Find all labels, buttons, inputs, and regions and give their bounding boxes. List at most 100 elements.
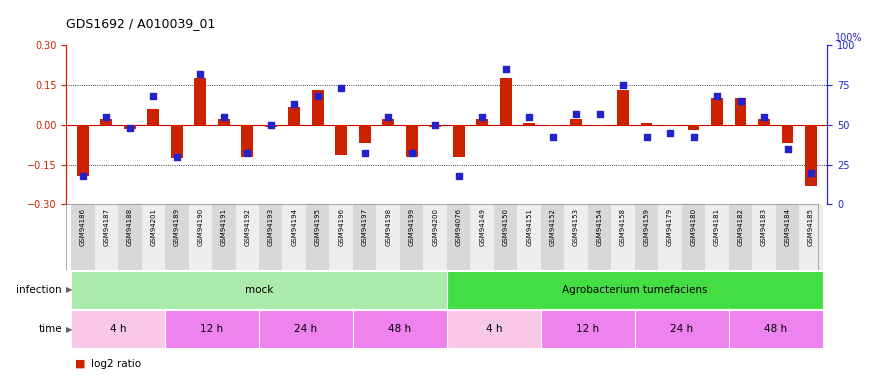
Bar xyxy=(799,204,823,270)
Bar xyxy=(218,119,229,125)
Text: GDS1692 / A010039_01: GDS1692 / A010039_01 xyxy=(66,17,216,30)
Point xyxy=(804,170,818,176)
Text: 4 h: 4 h xyxy=(486,324,502,334)
Text: 24 h: 24 h xyxy=(670,324,693,334)
Text: GSM94189: GSM94189 xyxy=(173,208,180,246)
Bar xyxy=(758,119,770,125)
Text: Agrobacterium tumefaciens: Agrobacterium tumefaciens xyxy=(562,285,708,295)
Text: ■: ■ xyxy=(75,359,86,369)
Point xyxy=(616,82,630,88)
Bar xyxy=(289,107,300,125)
Bar xyxy=(306,204,329,270)
Bar xyxy=(335,125,347,155)
Text: GSM94185: GSM94185 xyxy=(808,208,814,246)
Text: GSM94186: GSM94186 xyxy=(80,208,86,246)
Bar xyxy=(681,204,705,270)
Point xyxy=(498,66,512,72)
Point xyxy=(335,85,349,91)
Bar xyxy=(353,204,376,270)
Bar xyxy=(429,125,441,128)
Point xyxy=(264,122,278,128)
Point xyxy=(99,114,113,120)
Point xyxy=(451,173,466,179)
Text: GSM94201: GSM94201 xyxy=(150,208,157,246)
Bar xyxy=(635,204,658,270)
Point xyxy=(710,93,724,99)
Bar xyxy=(776,204,799,270)
Point xyxy=(146,93,160,99)
Bar xyxy=(71,310,165,348)
Bar xyxy=(471,204,494,270)
Point xyxy=(663,130,677,136)
Bar xyxy=(259,310,353,348)
Bar xyxy=(447,271,823,309)
Bar xyxy=(476,119,488,125)
Text: infection: infection xyxy=(16,285,62,295)
Bar xyxy=(447,310,541,348)
Text: 4 h: 4 h xyxy=(110,324,127,334)
Bar xyxy=(376,204,400,270)
Bar xyxy=(400,204,423,270)
Text: GSM94180: GSM94180 xyxy=(690,208,696,246)
Text: GSM94198: GSM94198 xyxy=(385,208,391,246)
Bar xyxy=(523,123,535,125)
Bar xyxy=(518,204,541,270)
Text: GSM94197: GSM94197 xyxy=(362,208,367,246)
Bar xyxy=(77,125,88,177)
Text: GSM94153: GSM94153 xyxy=(573,208,579,246)
Text: GSM94193: GSM94193 xyxy=(268,208,273,246)
Text: GSM94184: GSM94184 xyxy=(784,208,790,246)
Bar xyxy=(617,90,629,125)
Text: GSM94182: GSM94182 xyxy=(737,208,743,246)
Bar xyxy=(641,123,652,125)
Bar xyxy=(406,125,418,157)
Bar xyxy=(658,204,681,270)
Bar xyxy=(282,204,306,270)
Bar xyxy=(265,125,277,128)
Bar xyxy=(100,119,112,125)
Bar xyxy=(148,109,159,125)
Bar xyxy=(189,204,212,270)
Text: time: time xyxy=(38,324,62,334)
Point xyxy=(217,114,231,120)
Bar xyxy=(124,125,135,129)
Text: GSM94150: GSM94150 xyxy=(503,208,509,246)
Bar xyxy=(142,204,165,270)
Point xyxy=(545,135,559,141)
Bar xyxy=(95,204,118,270)
Bar xyxy=(358,125,371,143)
Bar xyxy=(165,310,259,348)
Bar xyxy=(71,271,447,309)
Text: mock: mock xyxy=(245,285,273,295)
Text: GSM94195: GSM94195 xyxy=(315,208,320,246)
Point xyxy=(781,146,795,152)
Bar xyxy=(565,204,588,270)
Text: GSM94183: GSM94183 xyxy=(761,208,767,246)
Text: GSM94181: GSM94181 xyxy=(714,208,720,246)
Text: 24 h: 24 h xyxy=(295,324,318,334)
Point xyxy=(593,111,607,117)
Point xyxy=(287,101,301,107)
Bar xyxy=(235,204,259,270)
Point xyxy=(381,114,396,120)
Text: GSM94076: GSM94076 xyxy=(456,208,462,246)
Point xyxy=(687,135,701,141)
Text: 100%: 100% xyxy=(835,33,863,44)
Text: GSM94159: GSM94159 xyxy=(643,208,650,246)
Text: GSM94179: GSM94179 xyxy=(667,208,673,246)
Point xyxy=(640,135,654,141)
Bar xyxy=(382,119,394,125)
Point xyxy=(358,150,372,156)
Point xyxy=(193,71,207,77)
Point xyxy=(311,93,325,99)
Text: GSM94199: GSM94199 xyxy=(409,208,415,246)
Bar xyxy=(259,204,282,270)
Text: GSM94149: GSM94149 xyxy=(479,208,485,246)
Bar xyxy=(665,125,676,126)
Point xyxy=(569,111,583,117)
Bar xyxy=(781,125,794,143)
Bar xyxy=(353,310,447,348)
Text: GSM94200: GSM94200 xyxy=(432,208,438,246)
Text: ▶: ▶ xyxy=(65,325,72,334)
Bar xyxy=(447,204,471,270)
